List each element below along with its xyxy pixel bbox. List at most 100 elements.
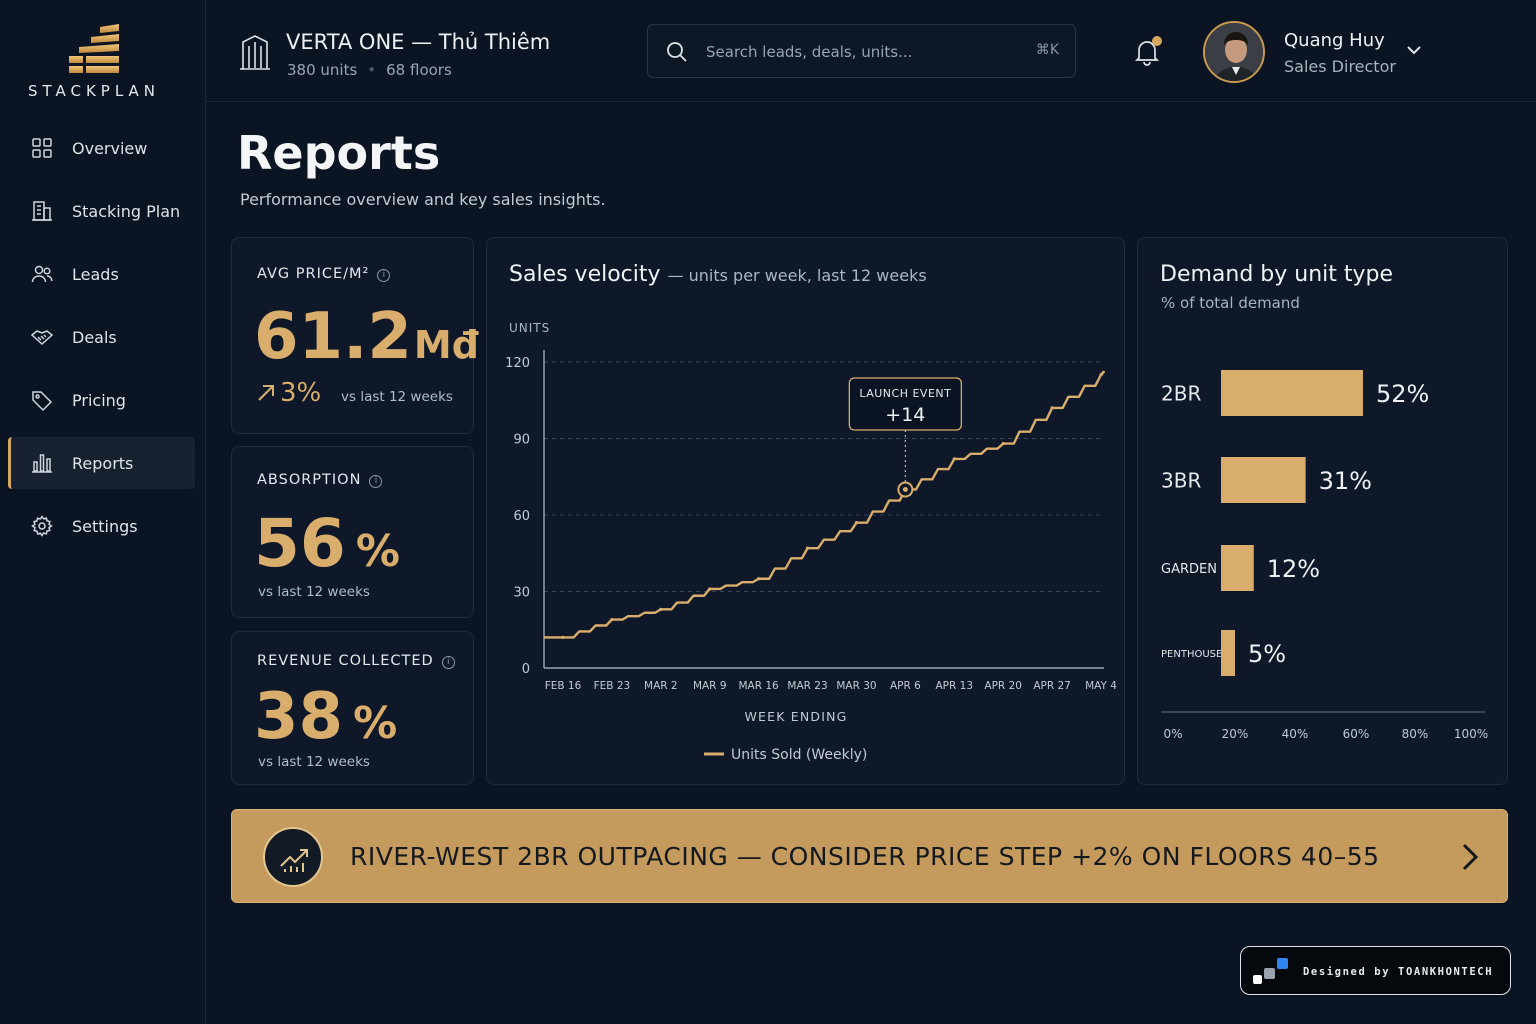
search-box[interactable]: ⌘K (647, 24, 1076, 78)
x-tick-label: MAR 23 (787, 680, 827, 692)
x-tick-label: FEB 23 (594, 680, 631, 692)
x-tick-label: APR 27 (1033, 680, 1071, 692)
bar-value-label: 52% (1376, 380, 1429, 408)
notification-bell-icon[interactable] (1134, 38, 1160, 66)
banner-text: RIVER-WEST 2BR OUTPACING — CONSIDER PRIC… (350, 842, 1380, 871)
tag-icon (32, 391, 53, 412)
y-tick-label: 30 (513, 586, 530, 601)
kpi-note: vs last 12 weeks (258, 754, 370, 770)
kpi-card-revenue: REVENUE COLLECTED i 38% vs last 12 weeks (231, 631, 474, 785)
trend-up-icon (280, 849, 308, 872)
kpi-value: 38% (254, 680, 398, 754)
nav-item-reports[interactable]: Reports (8, 437, 195, 489)
x-tick-label: MAR 30 (836, 680, 876, 692)
demand-subtitle: % of total demand (1161, 294, 1300, 312)
nav-label: Deals (72, 327, 117, 347)
credit-logo-icon (1253, 958, 1288, 984)
x-tick-label: APR 20 (984, 680, 1022, 692)
data-point (1001, 442, 1005, 446)
x-tick-label: 40% (1282, 727, 1309, 741)
bar-value-label: 5% (1248, 640, 1286, 668)
data-point (561, 635, 565, 639)
series-line-units-sold (544, 370, 1106, 639)
data-point (757, 577, 761, 581)
kpi-label: REVENUE COLLECTED i (257, 653, 455, 669)
data-point (952, 457, 956, 461)
annotation-box (848, 377, 963, 431)
sales-velocity-card: Sales velocity — units per week, last 12… (486, 237, 1125, 785)
credit-text: Designed by TOANKHONTECH (1303, 966, 1494, 978)
annotation-value: +14 (885, 404, 925, 426)
stackplan-logo-icon (69, 24, 119, 73)
nav-item-pricing[interactable]: Pricing (8, 374, 195, 426)
kpi-note: vs last 12 weeks (258, 584, 370, 600)
nav-item-stacking-plan[interactable]: Stacking Plan (8, 185, 195, 237)
insight-banner[interactable]: RIVER-WEST 2BR OUTPACING — CONSIDER PRIC… (231, 809, 1508, 903)
data-point (1050, 406, 1054, 410)
annotation-marker-dot (902, 487, 908, 492)
chevron-down-icon[interactable] (1406, 44, 1422, 56)
kpi-value: 61.2Mđ (254, 300, 479, 374)
banner-icon-circle (263, 827, 323, 887)
gear-icon (31, 515, 53, 537)
bar-chart-icon (32, 454, 52, 473)
user-avatar[interactable] (1203, 21, 1265, 83)
x-tick-label: 100% (1454, 727, 1488, 741)
main-nav: Overview Stacking Plan Leads Deals Prici… (8, 122, 195, 563)
project-units: 380 units (287, 61, 358, 79)
bar-value-label: 31% (1319, 467, 1372, 495)
sales-velocity-chart: UNITS 0 30 60 90 120 FEB 16 FEB 23 MAR 2 MAR 9 MAR… (505, 321, 1117, 763)
x-tick-label: MAR 2 (644, 680, 678, 692)
legend-label: Units Sold (Weekly) (731, 747, 867, 763)
avatar-portrait (1205, 23, 1263, 81)
bar-3br (1221, 457, 1306, 503)
y-tick-label: 120 (505, 356, 530, 371)
nav-item-leads[interactable]: Leads (8, 248, 195, 300)
demand-card: Demand by unit type % of total demand 2B… (1137, 237, 1508, 785)
nav-item-deals[interactable]: Deals (8, 311, 195, 363)
separator-dot: • (367, 61, 377, 79)
bar-category-label: GARDEN (1161, 562, 1217, 577)
demand-bar-chart: 2BR 52% 3BR 31% GARDEN 12% PENTHOUSE 5% 0% 20% 40%… (1161, 370, 1488, 741)
nav-label: Settings (72, 516, 138, 536)
chevron-right-icon[interactable] (1461, 842, 1479, 872)
brand-logo[interactable]: STACKPLAN (24, 24, 164, 100)
info-icon[interactable]: i (369, 475, 383, 488)
bar-penthouse (1221, 630, 1235, 676)
search-input[interactable] (706, 39, 1006, 65)
nav-label: Leads (72, 264, 119, 284)
x-axis-label: WEEK ENDING (744, 709, 847, 724)
notification-dot (1152, 36, 1162, 46)
user-name: Quang Huy (1284, 30, 1385, 51)
project-floors: 68 floors (386, 61, 452, 79)
kpi-card-avg-price: AVG PRICE/M² i 61.2Mđ 3% vs last 12 weeks (231, 237, 479, 434)
sidebar: STACKPLAN Overview Stacking Plan Leads D… (0, 0, 206, 1024)
users-icon (31, 265, 53, 283)
bar-category-label: 2BR (1161, 382, 1201, 406)
info-icon[interactable]: i (441, 656, 455, 669)
annotation-label: LAUNCH EVENT (859, 387, 951, 400)
nav-item-settings[interactable]: Settings (8, 500, 195, 552)
nav-label: Overview (72, 138, 148, 158)
designer-credit: Designed by TOANKHONTECH (1240, 946, 1511, 995)
search-icon (667, 42, 687, 62)
nav-label: Pricing (72, 390, 126, 410)
kpi-trend: 3% (256, 378, 321, 408)
project-title[interactable]: VERTA ONE — Thủ Thiêm (286, 30, 551, 54)
x-tick-label: 60% (1343, 727, 1370, 741)
x-tick-label: 20% (1222, 727, 1249, 741)
kpi-label: ABSORPTION i (257, 472, 383, 488)
building-icon (240, 35, 270, 70)
nav-label: Reports (72, 453, 134, 473)
building-icon (32, 201, 52, 221)
chart-title: Sales velocity — units per week, last 12… (509, 262, 927, 287)
data-point (708, 587, 712, 591)
top-header: VERTA ONE — Thủ Thiêm 380 units • 68 floor… (206, 0, 1536, 102)
data-point (659, 607, 663, 611)
info-icon[interactable]: i (377, 269, 391, 282)
bar-2br (1221, 370, 1363, 416)
bar-value-label: 12% (1267, 555, 1320, 583)
nav-item-overview[interactable]: Overview (8, 122, 195, 174)
kpi-unit: Mđ (413, 323, 479, 367)
y-tick-label: 90 (513, 433, 530, 448)
